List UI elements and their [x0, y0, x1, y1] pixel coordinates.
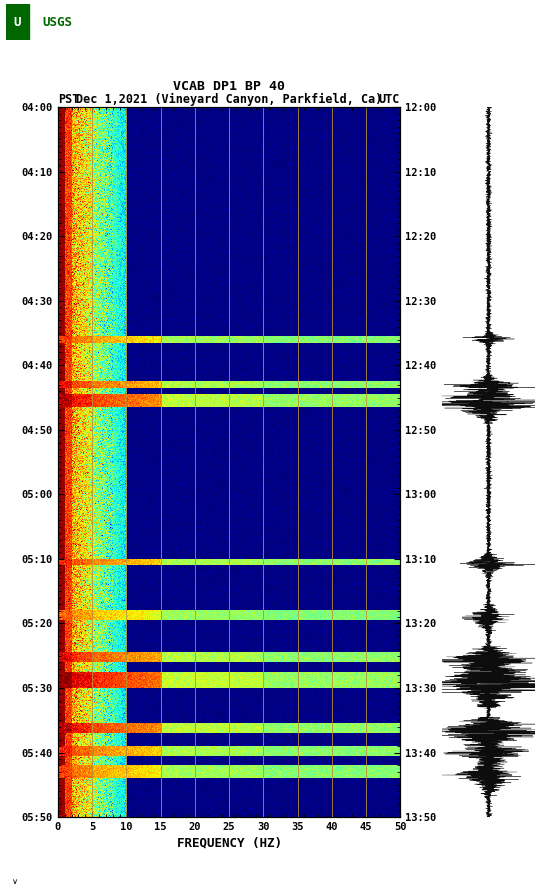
X-axis label: FREQUENCY (HZ): FREQUENCY (HZ)	[177, 836, 282, 849]
Text: UTC: UTC	[379, 93, 400, 106]
Text: U: U	[13, 16, 21, 29]
Text: $\mathregular{\vee}$: $\mathregular{\vee}$	[11, 877, 18, 886]
Text: Dec 1,2021 (Vineyard Canyon, Parkfield, Ca): Dec 1,2021 (Vineyard Canyon, Parkfield, …	[76, 93, 383, 106]
Text: PST: PST	[58, 93, 79, 106]
Bar	[6, 4, 29, 40]
Text: VCAB DP1 BP 40: VCAB DP1 BP 40	[173, 79, 285, 93]
Text: USGS: USGS	[42, 16, 72, 29]
